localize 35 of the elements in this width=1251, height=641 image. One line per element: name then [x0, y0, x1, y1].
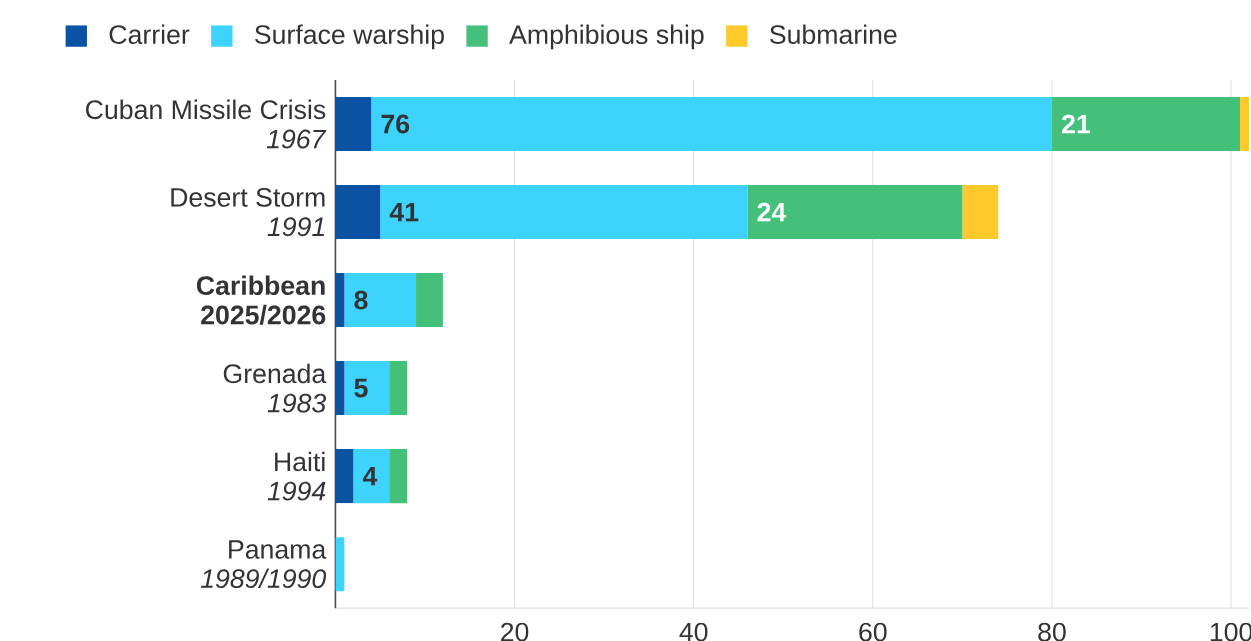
x-tick-label: 20: [501, 622, 529, 641]
legend-label: Amphibious ship: [509, 24, 704, 50]
y-tick-label: Panama 1989/1990: [200, 539, 327, 588]
bar: [344, 360, 390, 415]
x-tick-label: 60: [859, 622, 887, 641]
bar: [1051, 96, 1241, 151]
y-tick-label: Haiti 1994: [267, 451, 326, 501]
bar: [353, 448, 390, 503]
bar: [380, 184, 748, 239]
bar: [344, 272, 417, 327]
data-label: 5: [354, 378, 368, 398]
data-label: 24: [757, 202, 787, 222]
bar: [335, 448, 354, 503]
bar: [389, 360, 408, 415]
bar: [371, 96, 1052, 151]
x-tick-label: 80: [1038, 622, 1066, 641]
y-tick-label: Caribbean 2025/2026: [196, 275, 326, 325]
bar: [747, 184, 963, 239]
data-label: 4: [362, 466, 378, 486]
legend-label: Submarine: [770, 24, 897, 44]
bar: [416, 272, 443, 327]
bar: [389, 448, 408, 503]
data-label: 8: [354, 290, 368, 310]
y-tick-label: Desert Storm 1991: [171, 187, 325, 236]
data-label: 76: [381, 114, 410, 134]
bar: [962, 184, 999, 239]
y-tick-label: Cuban Missile Crisis 1967: [86, 99, 327, 149]
legend-label: Surface warship: [255, 24, 444, 50]
data-label: 21: [1062, 114, 1091, 134]
legend-label: Carrier: [109, 24, 190, 44]
y-tick-label: Grenada 1983: [223, 363, 327, 413]
x-tick-label: 40: [679, 622, 708, 641]
bar: [335, 96, 372, 151]
bar: [335, 184, 381, 239]
data-label: 41: [389, 202, 419, 221]
